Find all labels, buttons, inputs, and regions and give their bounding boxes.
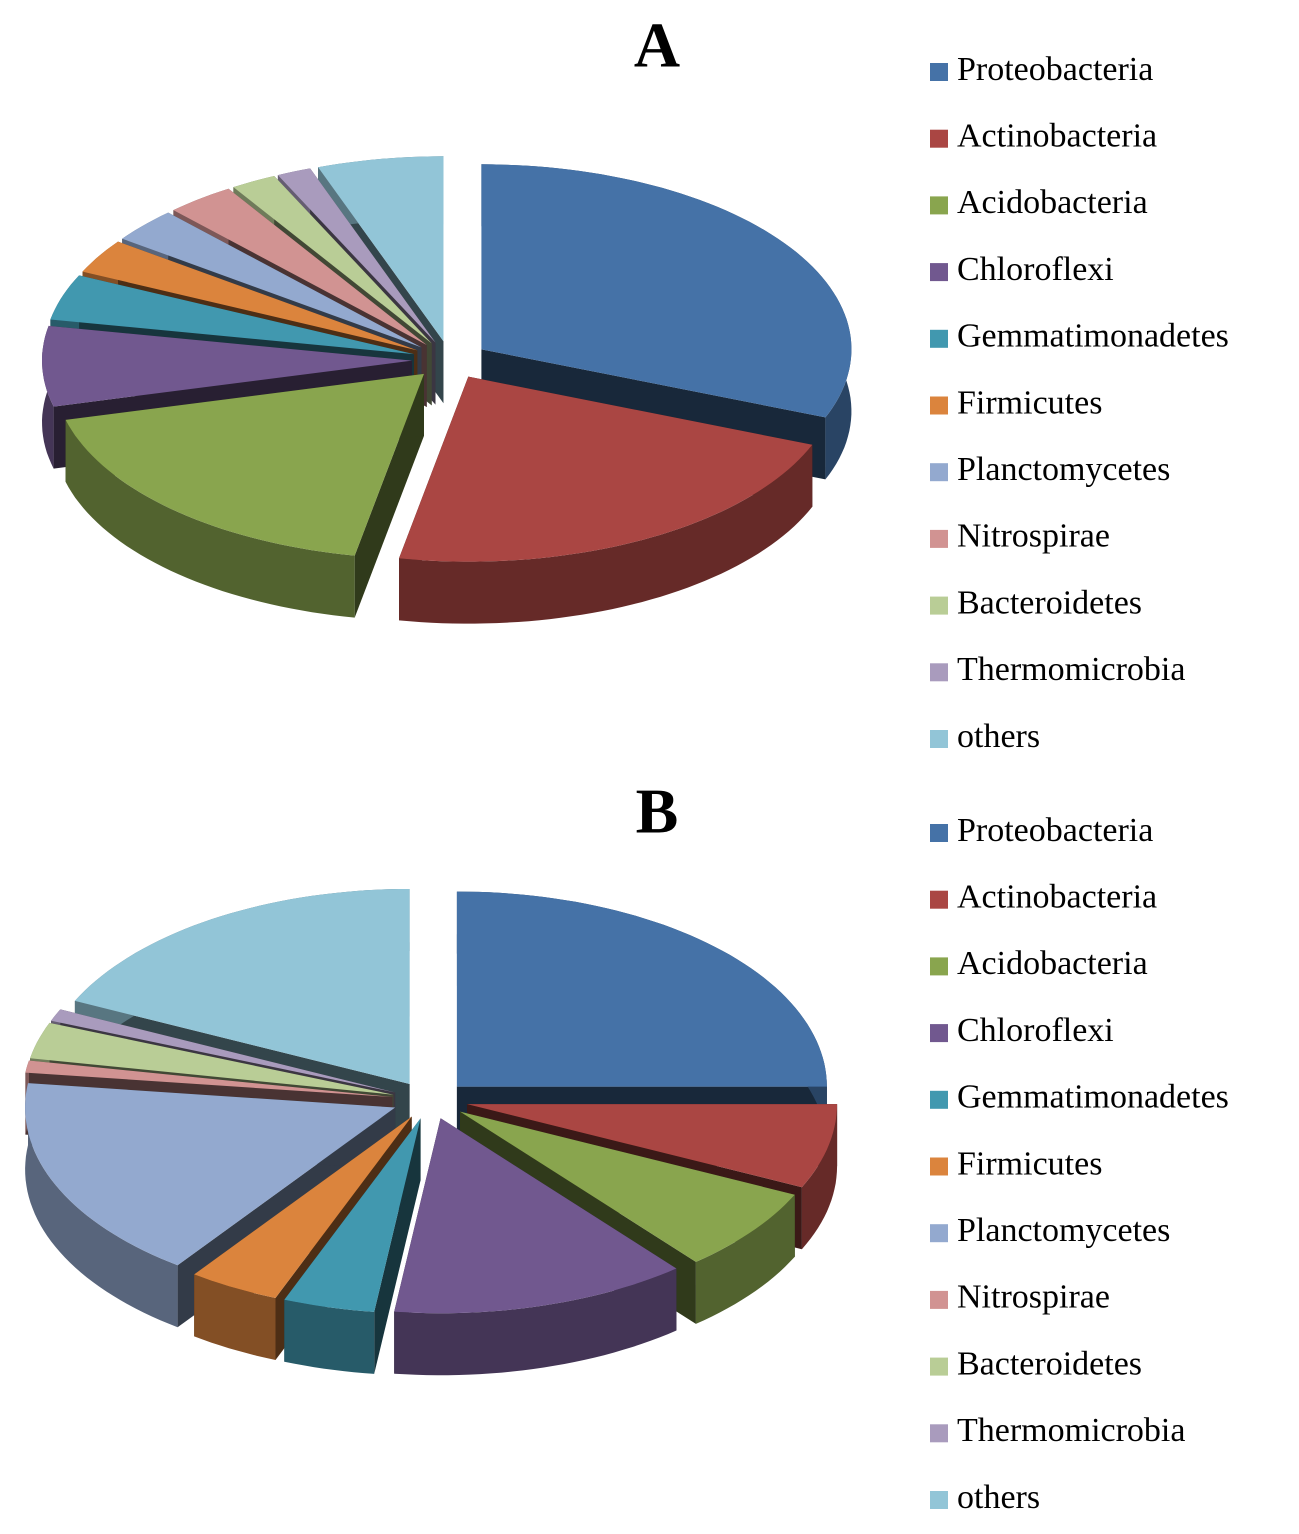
legend-swatch bbox=[930, 396, 948, 415]
legend-label: Firmicutes bbox=[957, 384, 1102, 421]
legend-label: Bacteroidetes bbox=[957, 584, 1142, 621]
slice bbox=[284, 1118, 421, 1312]
legend-swatch bbox=[930, 957, 948, 976]
legend-swatch bbox=[930, 663, 948, 682]
slice-side bbox=[399, 444, 813, 624]
slice bbox=[318, 156, 444, 342]
legend-label: others bbox=[957, 1479, 1040, 1516]
slice-side bbox=[65, 419, 355, 618]
slice bbox=[25, 1083, 396, 1266]
legend-swatch bbox=[930, 596, 948, 615]
slice-side bbox=[284, 1299, 375, 1374]
legend-swatch bbox=[930, 263, 948, 282]
slice bbox=[173, 188, 427, 345]
legend-label: Nitrospirae bbox=[957, 518, 1110, 555]
chart-title: B bbox=[636, 776, 679, 847]
legend-label: Thermomicrobia bbox=[957, 1412, 1185, 1449]
legend-swatch bbox=[930, 1090, 948, 1109]
legend-label: Proteobacteria bbox=[957, 51, 1153, 88]
pie-chart: A Proteobacteria Actinobacteria Acidobacter… bbox=[42, 10, 1229, 755]
slice bbox=[74, 889, 410, 1084]
slice bbox=[50, 275, 414, 355]
legend-label: Thermomicrobia bbox=[957, 651, 1185, 688]
legend-swatch bbox=[930, 463, 948, 482]
slice-side bbox=[394, 1268, 677, 1376]
slice bbox=[456, 891, 827, 1087]
pie-chart: B Proteobacteria Actinobacteria Acidobacter… bbox=[25, 776, 1229, 1516]
slice bbox=[42, 325, 413, 407]
legend-label: Actinobacteria bbox=[957, 117, 1157, 154]
legend-label: Planctomycetes bbox=[957, 1212, 1170, 1249]
slice-side bbox=[801, 1104, 838, 1250]
slice-side bbox=[695, 1194, 795, 1324]
chart-title: A bbox=[634, 10, 680, 81]
legend-swatch bbox=[930, 1024, 948, 1043]
slice bbox=[82, 241, 418, 351]
legend-label: others bbox=[957, 718, 1040, 755]
legend-label: Acidobacteria bbox=[957, 945, 1148, 982]
legend-label: Nitrospirae bbox=[957, 1279, 1110, 1316]
slice bbox=[65, 373, 424, 556]
slice bbox=[399, 376, 813, 562]
legend-swatch bbox=[930, 129, 948, 148]
legend-label: Planctomycetes bbox=[957, 451, 1170, 488]
slice bbox=[233, 176, 432, 344]
legend-swatch bbox=[930, 196, 948, 215]
legend-swatch bbox=[930, 824, 948, 842]
slice bbox=[467, 1104, 838, 1188]
slice bbox=[30, 1022, 394, 1095]
legend-swatch bbox=[930, 730, 948, 748]
slice bbox=[25, 1060, 393, 1098]
legend-label: Chloroflexi bbox=[957, 251, 1114, 288]
slice bbox=[194, 1116, 412, 1298]
legend-swatch bbox=[930, 1224, 948, 1243]
slice bbox=[122, 212, 422, 348]
legend-label: Gemmatimonadetes bbox=[957, 318, 1229, 355]
legend-label: Proteobacteria bbox=[957, 812, 1153, 849]
legend-swatch bbox=[930, 1290, 948, 1309]
slice bbox=[51, 1009, 396, 1093]
legend-label: Gemmatimonadetes bbox=[957, 1079, 1229, 1116]
legend-label: Firmicutes bbox=[957, 1145, 1102, 1182]
legend-swatch bbox=[930, 529, 948, 548]
legend-swatch bbox=[930, 890, 948, 909]
slice bbox=[460, 1111, 795, 1262]
legend-label: Actinobacteria bbox=[957, 878, 1157, 915]
slice-side bbox=[194, 1274, 276, 1360]
slice bbox=[277, 168, 436, 343]
slice bbox=[481, 164, 852, 418]
legend-swatch bbox=[930, 1491, 948, 1509]
slice-side bbox=[25, 1083, 178, 1328]
legend-swatch bbox=[930, 1157, 948, 1176]
legend-swatch bbox=[930, 329, 948, 348]
legend-swatch bbox=[930, 1357, 948, 1376]
legend-swatch bbox=[930, 1424, 948, 1443]
legend-label: Chloroflexi bbox=[957, 1012, 1114, 1049]
legend-label: Bacteroidetes bbox=[957, 1345, 1142, 1382]
slice bbox=[394, 1118, 677, 1314]
legend-label: Acidobacteria bbox=[957, 184, 1148, 221]
legend-swatch bbox=[930, 63, 948, 81]
